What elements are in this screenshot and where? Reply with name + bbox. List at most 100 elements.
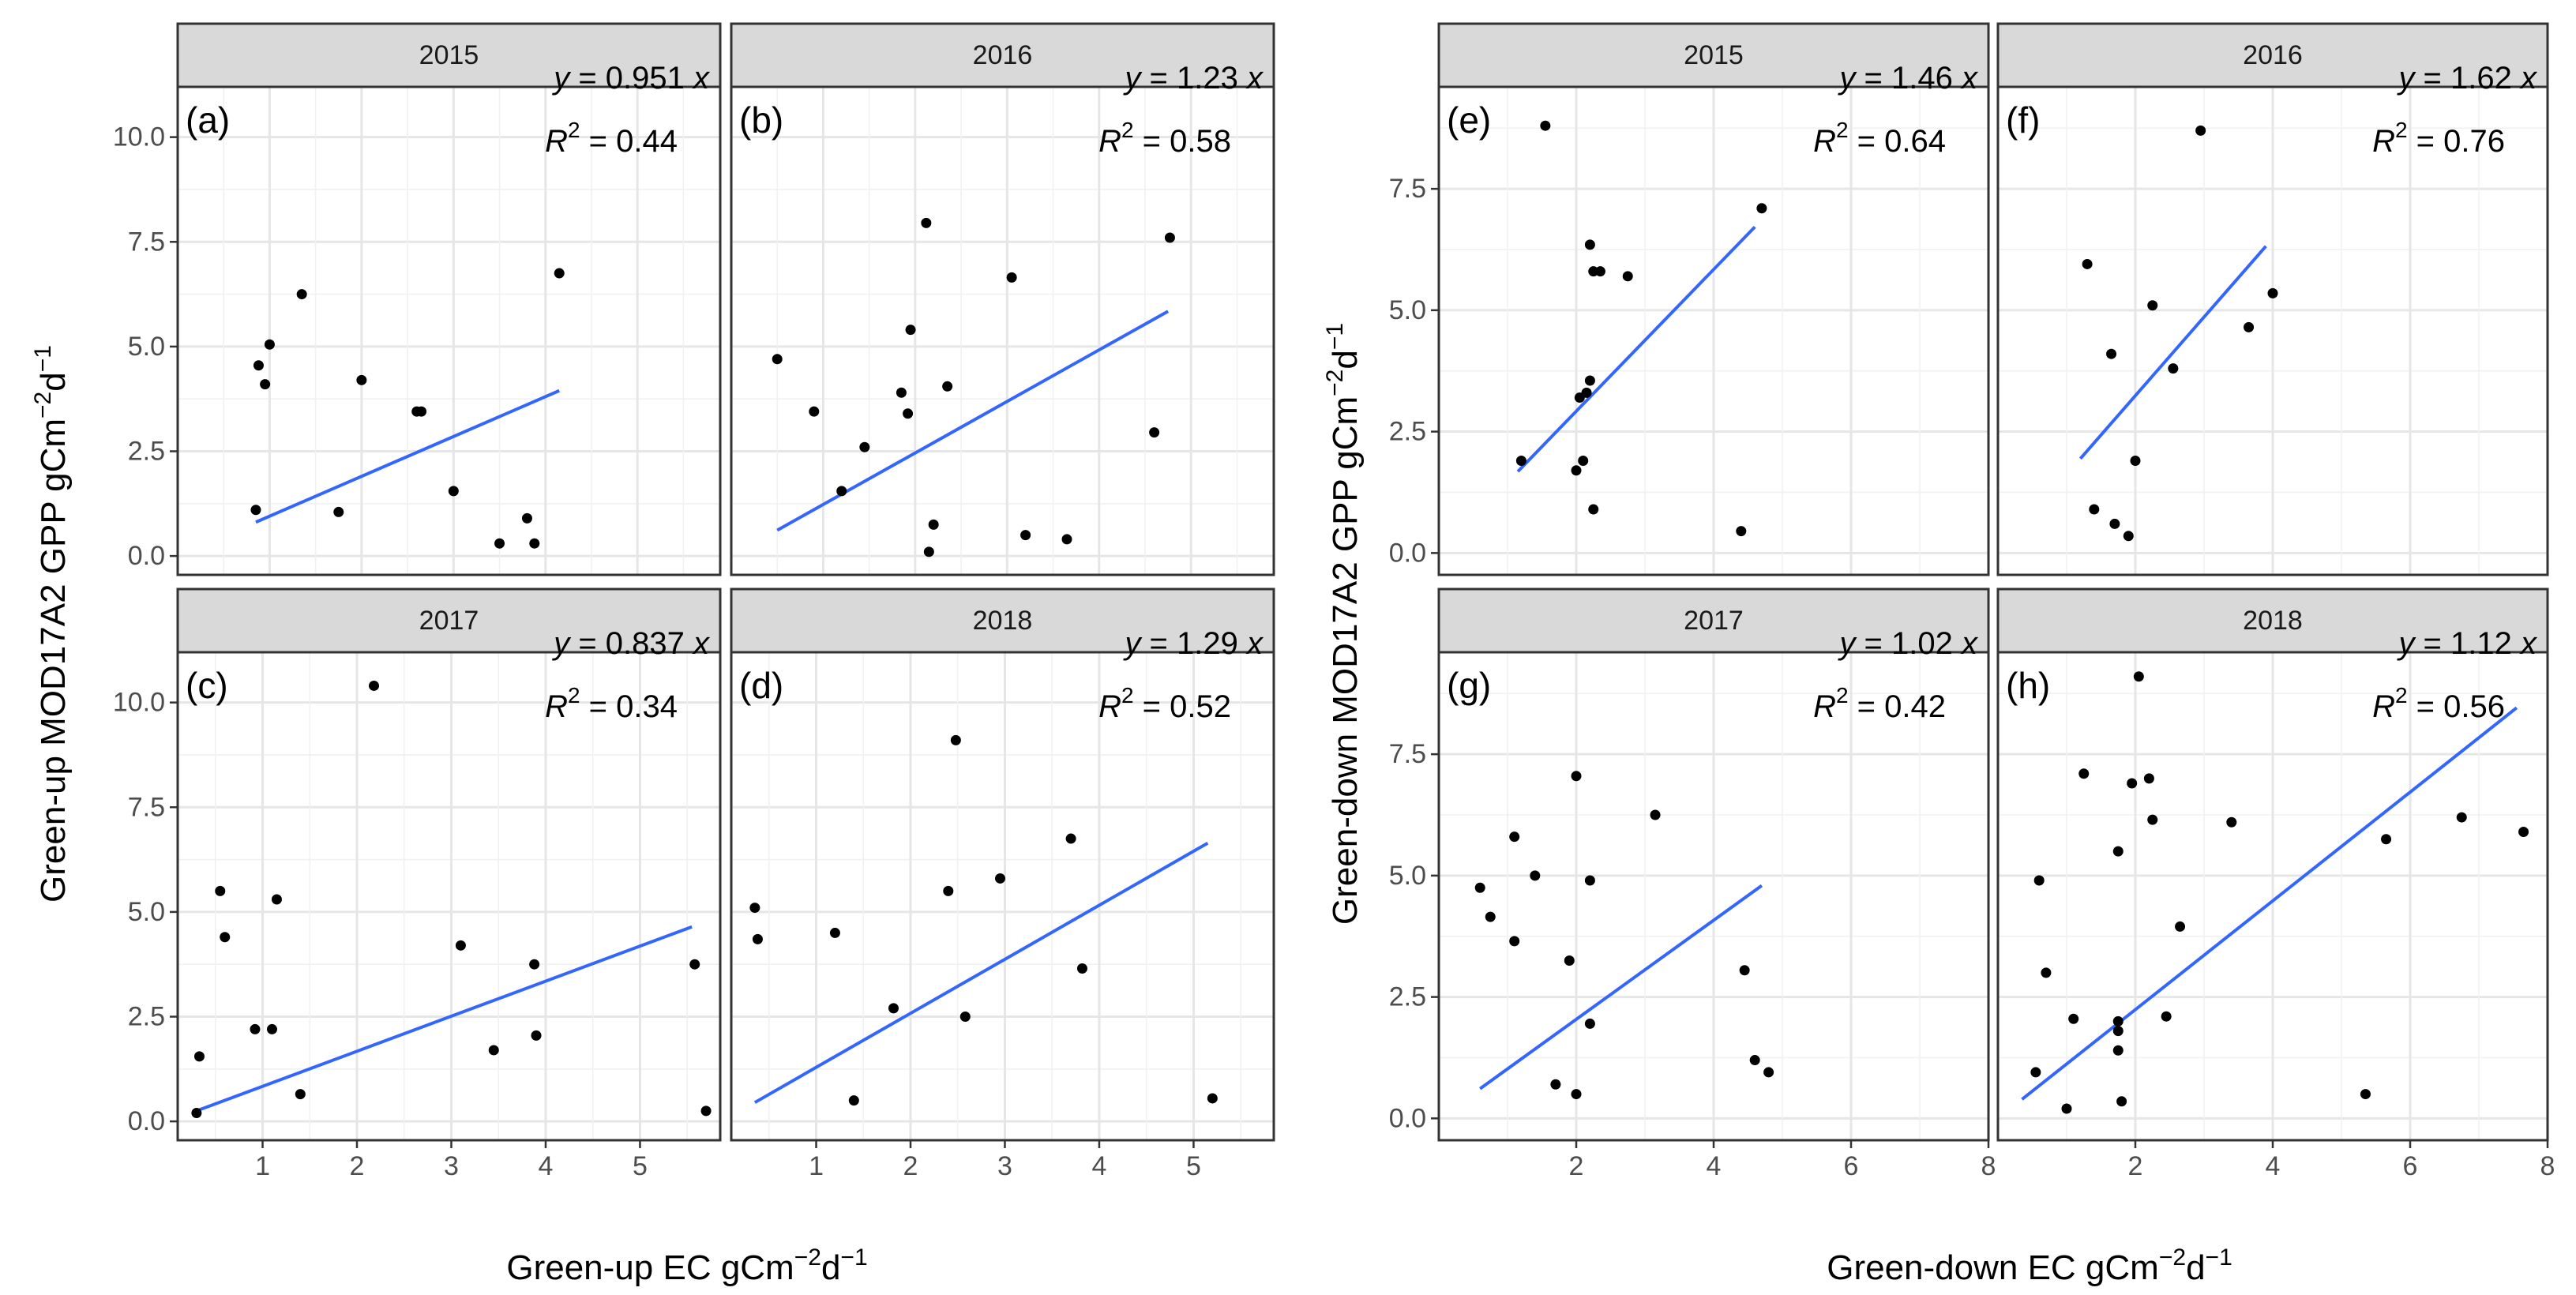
regression-equation: y = 1.12 x [2396,626,2538,661]
data-point [356,374,367,385]
x-tick-label: 4 [539,1151,554,1181]
data-point [1006,272,1017,283]
r-squared: R2 = 0.76 [2372,118,2505,159]
data-point [2078,768,2090,779]
data-point [1540,120,1551,131]
data-point [1581,387,1592,398]
data-point [1515,455,1526,466]
r-squared: R2 = 0.58 [1098,118,1231,159]
data-point [903,408,914,419]
data-point [1584,1018,1595,1029]
regression-equation: y = 0.837 x [551,626,711,661]
data-point [1550,1079,1561,1090]
panel-tag: (d) [739,665,783,706]
data-point [700,1105,712,1117]
data-point [494,538,505,549]
facet-year-label: 2015 [1684,40,1744,70]
y-tick-label: 0.0 [1389,1103,1426,1133]
data-point [2267,287,2278,298]
x-tick-label: 6 [2403,1151,2418,1181]
y-tick-label: 7.5 [128,792,165,822]
x-tick-label: 1 [809,1151,824,1181]
data-point [1571,771,1582,782]
y-tick-label: 7.5 [128,227,165,257]
facet-strip [730,22,1275,88]
data-point [1584,375,1595,386]
data-point [191,1108,202,1119]
regression-equation: y = 1.02 x [1837,626,1979,661]
data-point [2112,846,2124,857]
regression-line [255,388,561,524]
data-point [749,903,760,914]
plot-area [731,87,1274,575]
data-point [2112,1045,2124,1056]
regression-equation: y = 1.29 x [1122,626,1264,661]
data-point [215,885,226,896]
right-x-axis-title: Green-down EC gCm−2d−1 [1827,1244,2232,1287]
data-point [689,959,700,970]
data-point [333,506,344,517]
panel-border [176,651,722,1142]
data-point [2518,827,2529,838]
data-point [2033,875,2045,886]
data-point [848,1095,859,1106]
data-point [1149,427,1160,438]
data-point [271,894,282,905]
panel-a: 2015 (a) y = 0.951 x R2 = 0.44 0.0 2.5 5.0 7.5 1… [113,22,722,576]
regression-equation: y = 1.46 x [1837,61,1979,96]
y-tick-label: 2.5 [128,437,165,467]
data-point [1588,504,1599,515]
data-point [2133,671,2144,682]
data-point [2041,967,2052,978]
x-tick-label: 6 [1844,1151,1859,1181]
data-point [416,406,427,417]
x-tick-label: 5 [1186,1151,1201,1181]
data-point [2030,1067,2041,1078]
data-point [1650,809,1661,820]
regression-line [1516,225,1756,473]
x-tick-label: 5 [633,1151,648,1181]
r-squared: R2 = 0.34 [545,683,678,724]
regression-equation: y = 0.951 x [551,61,711,96]
data-point [1578,455,1589,466]
data-point [1584,875,1595,886]
r-squared: R2 = 0.64 [1813,118,1946,159]
r-squared: R2 = 0.44 [545,118,678,159]
x-tick-label: 4 [2266,1151,2281,1181]
y-tick-label: 2.5 [1389,982,1426,1012]
left-y-axis-title: Green-up MOD17A2 GPP gCm−2d−1 [30,345,73,903]
facet-year-label: 2017 [419,606,479,636]
panel-b: 2016 (b) y = 1.23 x R2 = 0.58 [730,22,1275,576]
data-point [896,387,907,398]
data-point [921,217,932,228]
panel-tag: (e) [1447,99,1491,141]
panel-border [1437,85,1990,576]
data-point [295,1089,306,1100]
y-tick-label: 5.0 [1389,295,1426,325]
panel-d: 2018 (d) y = 1.29 x R2 = 0.52 1 2 3 4 5 [730,587,1275,1181]
y-tick-label: 5.0 [128,332,165,362]
facet-year-label: 2016 [973,40,1033,70]
facet-year-label: 2016 [2243,40,2303,70]
data-point [2112,1015,2124,1027]
facet-year-label: 2017 [1684,606,1744,636]
x-tick-label: 8 [1981,1151,1996,1181]
x-tick-label: 2 [2128,1151,2143,1181]
facet-strip [730,587,1275,654]
panel-h: 2018 (h) y = 1.12 x R2 = 0.56 2 4 6 8 [1996,587,2555,1181]
data-point [369,680,380,691]
panel-e: 2015 (e) y = 1.46 x R2 = 0.64 0.0 2.5 5.0 7.5 [1389,22,1990,576]
data-point [942,381,953,392]
r-squared: R2 = 0.42 [1813,683,1946,724]
data-point [959,1012,971,1023]
data-point [2161,1011,2172,1022]
data-point [2147,814,2158,825]
data-point [1749,1055,1760,1066]
data-point [950,734,961,745]
data-point [2195,125,2206,136]
data-point [1622,271,1633,282]
data-point [1164,232,1175,243]
data-point [296,289,307,300]
data-point [2082,258,2093,269]
